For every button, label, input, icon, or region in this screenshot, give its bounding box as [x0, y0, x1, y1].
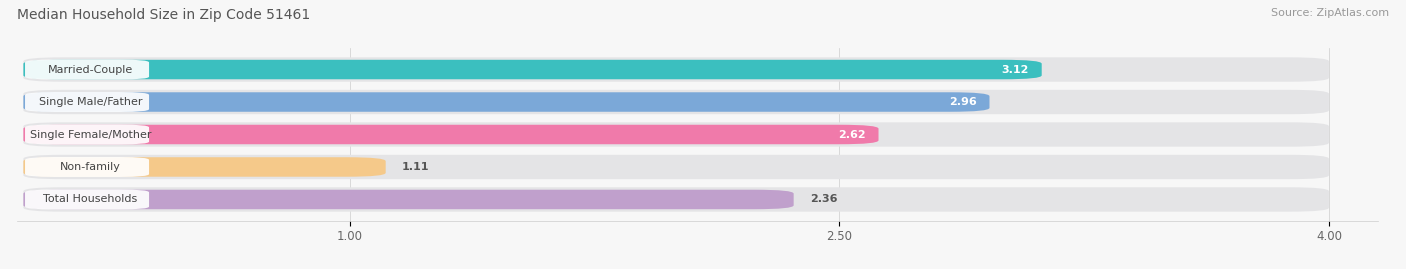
- FancyBboxPatch shape: [24, 125, 879, 144]
- Text: Non-family: Non-family: [60, 162, 121, 172]
- Text: Source: ZipAtlas.com: Source: ZipAtlas.com: [1271, 8, 1389, 18]
- Text: 3.12: 3.12: [1001, 65, 1029, 75]
- FancyBboxPatch shape: [25, 59, 149, 80]
- Text: Single Male/Father: Single Male/Father: [38, 97, 142, 107]
- FancyBboxPatch shape: [24, 122, 1329, 147]
- FancyBboxPatch shape: [24, 92, 990, 112]
- FancyBboxPatch shape: [24, 155, 1329, 179]
- FancyBboxPatch shape: [24, 90, 1329, 114]
- FancyBboxPatch shape: [25, 157, 149, 177]
- Text: 2.96: 2.96: [949, 97, 976, 107]
- Text: 2.36: 2.36: [810, 194, 838, 204]
- FancyBboxPatch shape: [25, 189, 149, 210]
- FancyBboxPatch shape: [25, 92, 149, 112]
- FancyBboxPatch shape: [24, 187, 1329, 212]
- Text: Single Female/Mother: Single Female/Mother: [30, 129, 150, 140]
- FancyBboxPatch shape: [24, 190, 793, 209]
- Text: Median Household Size in Zip Code 51461: Median Household Size in Zip Code 51461: [17, 8, 311, 22]
- Text: 1.11: 1.11: [402, 162, 429, 172]
- Text: Total Households: Total Households: [44, 194, 138, 204]
- FancyBboxPatch shape: [24, 157, 385, 177]
- FancyBboxPatch shape: [25, 125, 149, 144]
- Text: 2.62: 2.62: [838, 129, 866, 140]
- FancyBboxPatch shape: [24, 57, 1329, 82]
- Text: Married-Couple: Married-Couple: [48, 65, 134, 75]
- FancyBboxPatch shape: [24, 60, 1042, 79]
